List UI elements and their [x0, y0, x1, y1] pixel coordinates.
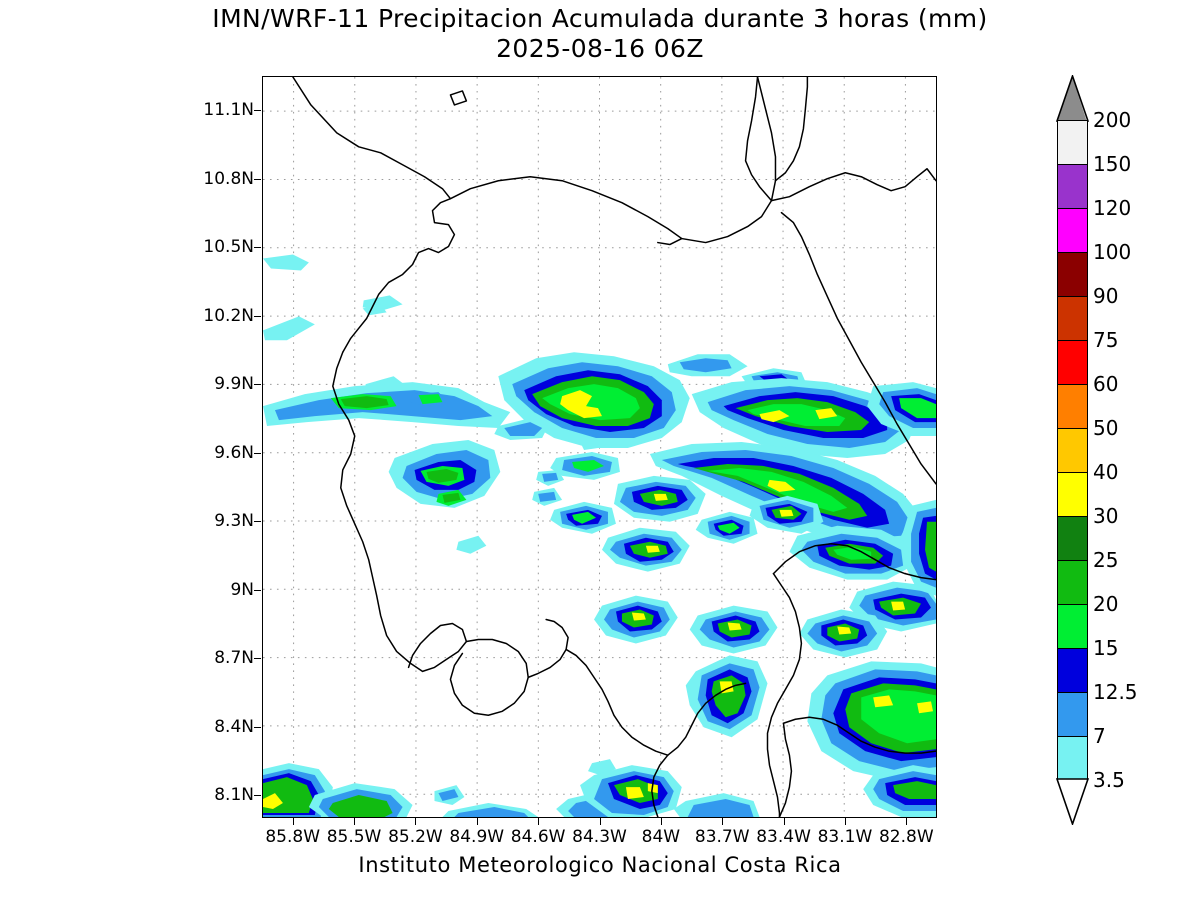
colorbar-over-arrow-outline	[1056, 75, 1089, 122]
latitude-axis: 11.1N 10.8N 10.5N 10.2N 9.9N 9.6N 9.3N 9N 8.7N 8.…	[180, 76, 261, 818]
colorbar-tick-label: 150	[1093, 152, 1132, 176]
latitude-tick-label: 9N	[230, 579, 254, 600]
colorbar-tick-label: 20	[1093, 592, 1119, 616]
longitude-axis: 85.8W 85.5W 85.2W 84.9W 84.6W 84.3W 84W 83.7W 83…	[262, 818, 937, 858]
longitude-tick-label: 83.7W	[694, 827, 750, 847]
longitude-tick-mark	[538, 818, 540, 825]
map-plot-area[interactable]	[262, 76, 937, 818]
latitude-tick-label: 11.1N	[203, 100, 254, 121]
precipitation-contours	[263, 254, 936, 817]
latitude-tick-mark	[254, 521, 261, 523]
latitude-tick-mark	[254, 658, 261, 660]
colorbar-tick-label: 50	[1093, 416, 1119, 440]
colorbar-tick-label: 12.5	[1093, 680, 1138, 704]
colorbar-tick-label: 3.5	[1093, 768, 1125, 792]
page-title: IMN/WRF-11 Precipitacion Acumulada duran…	[212, 4, 988, 33]
longitude-tick-mark	[660, 818, 662, 825]
longitude-tick-label: 85.2W	[388, 827, 443, 847]
longitude-tick-mark	[415, 818, 417, 825]
longitude-tick-label: 85.5W	[326, 827, 382, 847]
colorbar-tick-label: 90	[1093, 284, 1119, 308]
latitude-tick-mark	[254, 726, 261, 728]
colorbar-bands	[1057, 120, 1088, 781]
longitude-tick-label: 84.9W	[449, 827, 505, 847]
longitude-tick-label: 84.6W	[510, 827, 566, 847]
latitude-tick-mark	[254, 178, 261, 180]
colorbar-tick-label: 200	[1093, 108, 1132, 132]
latitude-tick-label: 10.2N	[203, 305, 254, 326]
colorbar-legend[interactable]: 200 150 120 100 90 75 60 50 40 30 25 20 15 12.5 7 3.5	[1056, 75, 1138, 825]
latitude-tick-mark	[254, 452, 261, 454]
longitude-tick-label: 85.8W	[265, 827, 321, 847]
longitude-tick-mark	[844, 818, 846, 825]
latitude-tick-label: 8.4N	[214, 716, 254, 737]
colorbar-band	[1058, 341, 1087, 385]
longitude-tick-mark	[906, 818, 908, 825]
longitude-tick-label: 84W	[641, 827, 681, 847]
colorbar-band	[1058, 121, 1087, 165]
longitude-tick-label: 83.1W	[817, 827, 873, 847]
latitude-tick-mark	[254, 589, 261, 591]
colorbar-tick-label: 120	[1093, 196, 1132, 220]
latitude-tick-label: 9.6N	[214, 442, 254, 463]
colorbar-band	[1058, 517, 1087, 561]
longitude-tick-mark	[722, 818, 724, 825]
latitude-tick-label: 9.3N	[214, 511, 254, 532]
coastline-borders	[292, 77, 936, 817]
longitude-tick-label: 84.3W	[572, 827, 627, 847]
colorbar-band	[1058, 297, 1087, 341]
colorbar-band	[1058, 561, 1087, 605]
latitude-tick-label: 10.5N	[203, 237, 254, 258]
latitude-tick-label: 8.1N	[214, 785, 254, 806]
colorbar-tick-label: 60	[1093, 372, 1119, 396]
colorbar-band	[1058, 473, 1087, 517]
longitude-tick-mark	[599, 818, 601, 825]
colorbar-tick-label: 100	[1093, 240, 1132, 264]
longitude-tick-mark	[476, 818, 478, 825]
colorbar-under-arrow	[1057, 779, 1087, 825]
colorbar-band	[1058, 253, 1087, 297]
colorbar-under-arrow-outline	[1056, 778, 1089, 825]
chart-subtitle: 2025-08-16 06Z	[496, 34, 704, 63]
latitude-tick-label: 10.8N	[203, 168, 254, 189]
precipitation-map	[263, 77, 936, 817]
latitude-tick-mark	[254, 384, 261, 386]
latitude-tick-mark	[254, 315, 261, 317]
colorbar-band	[1058, 429, 1087, 473]
longitude-tick-mark	[783, 818, 785, 825]
colorbar-band	[1058, 693, 1087, 737]
latitude-tick-label: 9.9N	[214, 374, 254, 395]
colorbar-over-arrow	[1057, 76, 1087, 122]
longitude-tick-label: 83.4W	[756, 827, 811, 847]
colorbar-tick-label: 25	[1093, 548, 1119, 572]
longitude-tick-mark	[354, 818, 356, 825]
chart-title-block: IMN/WRF-11 Precipitacion Acumulada duran…	[0, 4, 1200, 64]
latitude-tick-mark	[254, 247, 261, 249]
source-caption: Instituto Meteorologico Nacional Costa R…	[358, 853, 842, 877]
longitude-tick-label: 82.8W	[878, 827, 934, 847]
latitude-tick-mark	[254, 110, 261, 112]
colorbar-tick-label: 7	[1093, 724, 1106, 748]
latitude-tick-label: 8.7N	[214, 648, 254, 669]
colorbar-band	[1058, 649, 1087, 693]
colorbar-band	[1058, 605, 1087, 649]
longitude-tick-mark	[292, 818, 294, 825]
colorbar-band	[1058, 209, 1087, 253]
colorbar-tick-label: 30	[1093, 504, 1119, 528]
latitude-tick-mark	[254, 795, 261, 797]
colorbar-band	[1058, 737, 1087, 781]
colorbar-band	[1058, 385, 1087, 429]
colorbar-tick-label: 75	[1093, 328, 1119, 352]
colorbar-tick-label: 15	[1093, 636, 1119, 660]
colorbar-tick-label: 40	[1093, 460, 1119, 484]
colorbar-band	[1058, 165, 1087, 209]
